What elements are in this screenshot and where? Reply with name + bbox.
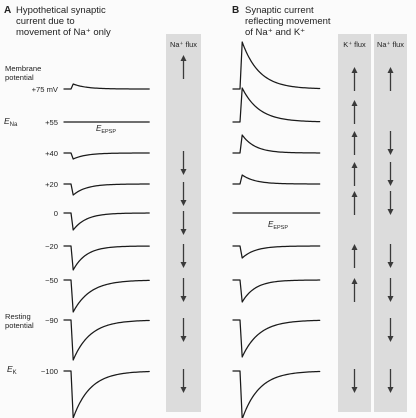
panel-a-na-flux-arrow <box>180 278 187 302</box>
panel-a-title-line-2: current due to <box>16 16 75 27</box>
trace-row: +75 mV <box>32 41 394 94</box>
panel-a-na-flux-arrow <box>180 151 187 175</box>
panel-b-na-flux-arrow <box>387 318 394 342</box>
panel-b-k-flux-arrow <box>351 67 358 91</box>
panel-b-current-trace <box>232 279 321 303</box>
panel-a-current-trace <box>63 212 150 231</box>
panel-b-title-line-1: Synaptic current <box>245 5 314 16</box>
panel-b-title-line-3: of Na⁺ and K⁺ <box>245 27 305 38</box>
panel-a-letter: A <box>4 5 11 16</box>
panel-b-k-flux-arrow <box>351 278 358 302</box>
panel-b-current-trace <box>232 319 321 358</box>
e-k-label: EK <box>7 364 17 376</box>
panel-b-k-flux-arrow <box>351 244 358 268</box>
panel-a-current-trace <box>63 83 150 90</box>
potential-label: −90 <box>45 316 58 325</box>
panel-b-na-flux-arrow <box>387 369 394 393</box>
panel-a-na-flux-arrow <box>180 55 187 79</box>
potential-label: +20 <box>45 180 58 189</box>
trace-row: +20 <box>45 162 394 206</box>
panel-a-na-flux-header: Na⁺ flux <box>170 40 197 49</box>
panel-b-na-flux-arrow <box>387 244 394 268</box>
panel-a-na-flux-arrow <box>180 182 187 206</box>
panel-b-current-trace <box>232 245 321 259</box>
panel-b-na-flux-header: Na⁺ flux <box>377 40 404 49</box>
trace-rows: +75 mV +55 +40 +20 0 −20 −50 −90 −100 <box>32 41 394 418</box>
panel-b-e-epsp-sub: EPSP <box>273 225 288 231</box>
trace-row: −100 <box>41 367 394 418</box>
panel-b-k-flux-arrow <box>351 162 358 186</box>
panel-b-k-flux-header: K⁺ flux <box>343 40 366 49</box>
panel-a-current-trace <box>63 370 150 418</box>
panel-a-title-line-1: Hypothetical synaptic <box>16 5 106 16</box>
e-k-label-sub: K <box>13 370 17 376</box>
panel-b-current-trace <box>232 174 321 185</box>
panel-b-letter: B <box>232 5 239 16</box>
panel-b-k-flux-arrow <box>351 369 358 393</box>
trace-row: 0 <box>54 191 394 235</box>
panel-a-na-flux-arrow <box>180 369 187 393</box>
panel-b-e-epsp-main: E <box>268 220 274 229</box>
potential-label: 0 <box>54 209 58 218</box>
resting-potential-label-line-1: Resting <box>5 312 31 321</box>
trace-row: −20 <box>45 242 394 271</box>
panel-a-current-trace <box>63 152 150 160</box>
panel-b-k-flux-arrow <box>351 191 358 215</box>
trace-row: −50 <box>45 276 394 313</box>
potential-label: +75 mV <box>32 85 59 94</box>
potential-label: −20 <box>45 242 58 251</box>
panel-a-e-epsp-sub: EPSP <box>101 129 116 135</box>
panel-b-na-flux-arrow <box>387 162 394 186</box>
panel-a-e-epsp-main: E <box>96 124 102 133</box>
panel-b-na-flux-arrow <box>387 191 394 215</box>
panel-b-title-line-2: reflecting movement <box>245 16 331 27</box>
panel-a-current-trace <box>63 245 150 271</box>
e-k-label-main: E <box>7 364 13 374</box>
potential-label: −50 <box>45 276 58 285</box>
panel-b-na-flux-column <box>374 34 407 412</box>
membrane-potential-label-line-2: potential <box>5 73 34 82</box>
panel-a-na-flux-arrow <box>180 318 187 342</box>
membrane-potential-label-line-1: Membrane <box>5 64 41 73</box>
panel-a-na-flux-arrow <box>180 244 187 268</box>
panel-b-k-flux-column <box>338 34 371 412</box>
e-na-label: ENa <box>4 116 18 128</box>
panel-b-e-epsp-label: EEPSP <box>268 220 288 231</box>
panel-b-title: B Synaptic current reflecting movement o… <box>232 5 331 38</box>
panel-a-current-trace <box>63 183 150 196</box>
potential-label: +40 <box>45 149 58 158</box>
panel-b-current-trace <box>232 41 321 90</box>
panel-a-title: A Hypothetical synaptic current due to m… <box>4 5 111 38</box>
panel-b-na-flux-arrow <box>387 67 394 91</box>
panel-b-na-flux-arrow <box>387 131 394 155</box>
e-na-label-main: E <box>4 116 10 126</box>
resting-potential-label-line-2: potential <box>5 321 34 330</box>
panel-b-current-trace <box>232 134 321 154</box>
panel-a-current-trace <box>63 279 150 313</box>
trace-row: +55 <box>45 87 358 127</box>
panel-b-current-trace <box>232 370 321 418</box>
panel-a-na-flux-arrow <box>180 211 187 235</box>
panel-a-current-trace <box>63 319 150 361</box>
trace-row: −90 <box>45 316 394 361</box>
e-na-label-sub: Na <box>10 122 18 128</box>
potential-label: +55 <box>45 118 58 127</box>
trace-row: +40 <box>45 131 394 175</box>
panel-a-e-epsp-label: EEPSP <box>96 124 116 135</box>
panel-b-k-flux-arrow <box>351 131 358 155</box>
panel-b-na-flux-arrow <box>387 278 394 302</box>
panel-b-k-flux-arrow <box>351 100 358 124</box>
panel-b-current-trace <box>232 87 321 123</box>
panel-a-title-line-3: movement of Na⁺ only <box>16 27 111 38</box>
potential-label: −100 <box>41 367 58 376</box>
